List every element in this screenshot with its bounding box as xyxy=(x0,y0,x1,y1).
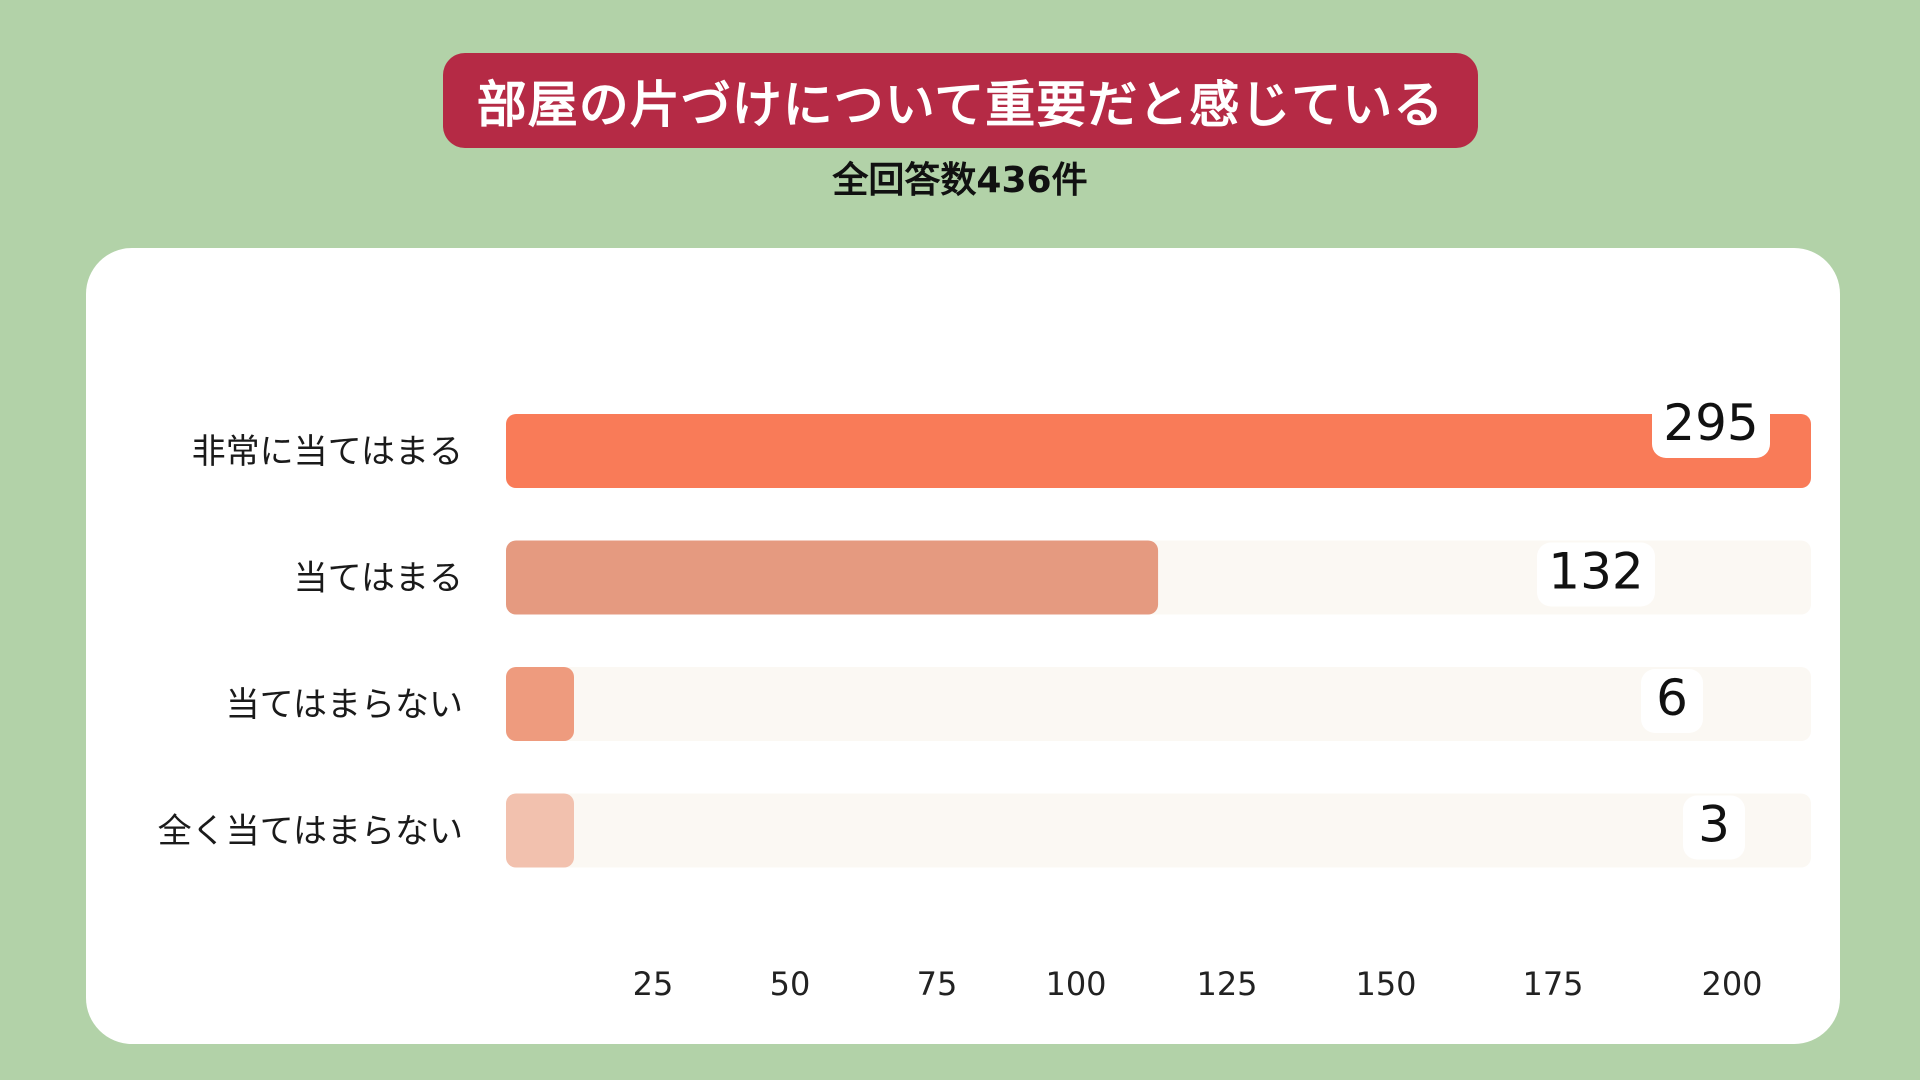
x-tick-label: 100 xyxy=(1045,965,1106,1003)
category-label: 当てはまらない xyxy=(226,685,463,725)
bar-2 xyxy=(506,540,1159,615)
x-tick-label: 50 xyxy=(770,965,811,1003)
category-label: 当てはまる xyxy=(294,559,463,599)
value-label: 6 xyxy=(1656,669,1688,727)
value-label: 295 xyxy=(1663,394,1758,452)
x-tick-label: 175 xyxy=(1522,965,1583,1003)
x-tick-label: 75 xyxy=(917,965,958,1003)
x-tick-label: 25 xyxy=(633,965,674,1003)
value-badge xyxy=(1652,394,1770,458)
x-tick-label: 125 xyxy=(1196,965,1257,1003)
value-badge xyxy=(1537,542,1655,607)
x-tick-label: 200 xyxy=(1701,965,1762,1003)
chart-panel xyxy=(86,248,1840,1044)
value-label: 3 xyxy=(1698,796,1730,854)
chart-subtitle: 全回答数436件 xyxy=(832,160,1088,201)
x-tick-label: 150 xyxy=(1355,965,1416,1003)
chart-title: 部屋の片づけについて重要だと感じている xyxy=(443,53,1478,148)
value-badge xyxy=(1641,669,1703,733)
bar-track xyxy=(506,667,1811,741)
category-label: 非常に当てはまる xyxy=(192,432,463,472)
value-label: 132 xyxy=(1548,543,1643,601)
bar-3 xyxy=(506,667,574,741)
value-badge xyxy=(1683,795,1745,860)
bar-track xyxy=(506,793,1811,868)
bar-1 xyxy=(506,414,1811,488)
bar-4 xyxy=(506,793,574,868)
category-label: 全く当てはまらない xyxy=(158,812,463,852)
